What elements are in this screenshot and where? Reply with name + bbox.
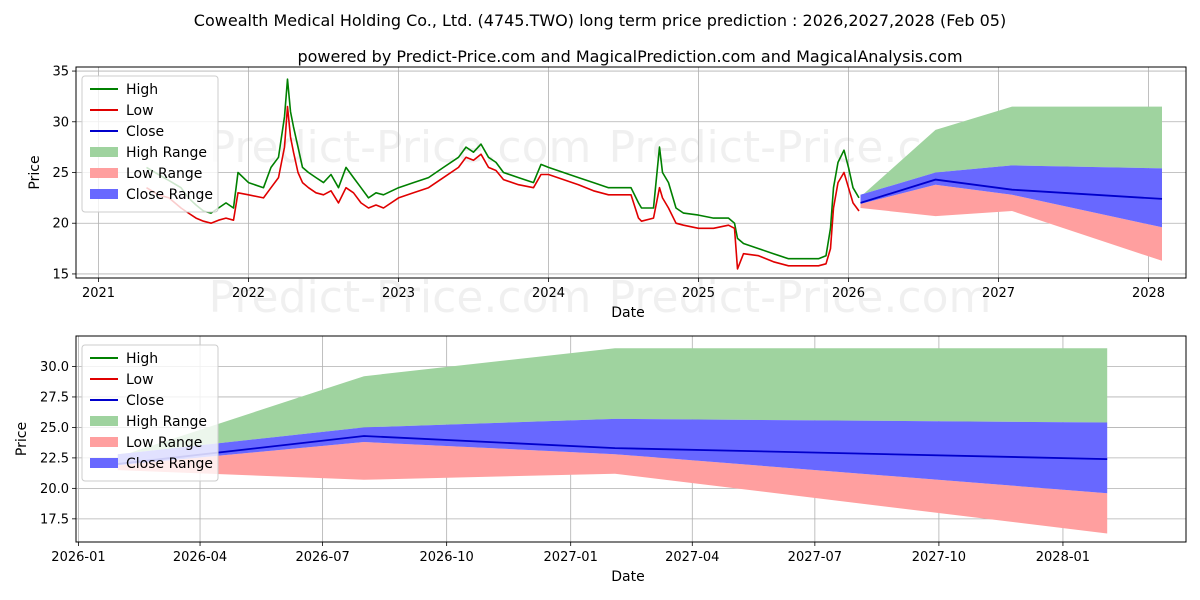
x-tick-label: 2027-04 xyxy=(665,550,719,565)
legend-label-close: Close xyxy=(126,124,164,140)
x-tick-label: 2028-01 xyxy=(1036,550,1090,565)
plot-frame xyxy=(75,335,1187,543)
y-axis-label: Price xyxy=(14,422,30,456)
y-tick-label: 25 xyxy=(52,166,69,181)
legend-label-high: High xyxy=(126,82,158,98)
x-tick-label: 2023 xyxy=(382,286,415,301)
y-tick-label: 22.5 xyxy=(40,451,69,466)
legend: High Low Close High Range Low Range Close Ran… xyxy=(81,344,219,482)
low-series-line xyxy=(146,105,860,270)
legend-label-low: Low xyxy=(126,372,154,388)
plot-frame xyxy=(75,66,1187,279)
y-tick-label: 20 xyxy=(52,217,69,232)
close-forecast-line xyxy=(117,435,1108,465)
top-chart-panel: Predict-Price.com Predict-Price.com Predic… xyxy=(27,65,1187,323)
y-tick-label: 35 xyxy=(52,65,69,80)
legend-swatch-high-range xyxy=(90,416,118,426)
x-tick-label: 2026-10 xyxy=(419,550,473,565)
x-tick-label: 2026 xyxy=(832,286,865,301)
close-range-band xyxy=(860,165,1162,228)
chart-title: Cowealth Medical Holding Co., Ltd. (4745… xyxy=(194,11,1006,30)
x-axis-label: Date xyxy=(611,305,644,321)
x-tick-label: 2025 xyxy=(682,286,715,301)
x-tick-label: 2027-01 xyxy=(544,550,598,565)
x-tick-label: 2021 xyxy=(82,286,115,301)
high-range-band xyxy=(860,106,1162,197)
legend-label-low-range: Low Range xyxy=(126,166,202,182)
y-tick-label: 20.0 xyxy=(40,482,69,497)
x-tick-label: 2026-01 xyxy=(51,550,105,565)
x-tick-label: 2026-07 xyxy=(295,550,349,565)
x-tick-label: 2027-10 xyxy=(912,550,966,565)
high-series-line xyxy=(146,78,860,260)
x-tick-label: 2027-07 xyxy=(788,550,842,565)
y-tick-label: 17.5 xyxy=(40,512,69,527)
bottom-chart-panel: Predict-Price.comPredict-Price.com2026-0… xyxy=(14,335,1187,585)
legend-label-close-range: Close Range xyxy=(126,187,213,203)
legend-swatch-close-range xyxy=(90,189,118,199)
x-tick-label: 2026-04 xyxy=(173,550,227,565)
close-range-band xyxy=(117,418,1108,494)
chart-subtitle: powered by Predict-Price.com and Magical… xyxy=(297,47,962,66)
watermark-text: Predict-Price.com xyxy=(209,122,592,173)
watermark-text: Predict-Price.com xyxy=(609,272,992,323)
x-tick-label: 2028 xyxy=(1132,286,1165,301)
legend-swatch-low-range xyxy=(90,168,118,178)
watermark-text: Predict-Price.com xyxy=(209,272,592,323)
legend-swatch-low-range xyxy=(90,437,118,447)
y-tick-label: 25.0 xyxy=(40,421,69,436)
y-axis-label: Price xyxy=(27,155,43,189)
legend: High Low Close High Range Low Range Close Ran… xyxy=(81,75,219,213)
high-range-band xyxy=(117,348,1108,457)
legend-label-high: High xyxy=(126,351,158,367)
legend-label-high-range: High Range xyxy=(126,414,207,430)
legend-label-low: Low xyxy=(126,103,154,119)
legend-swatch-high-range xyxy=(90,147,118,157)
legend-label-close-range: Close Range xyxy=(126,456,213,472)
legend-label-high-range: High Range xyxy=(126,145,207,161)
x-tick-label: 2024 xyxy=(532,286,565,301)
low-range-band xyxy=(860,184,1162,261)
close-forecast-line xyxy=(860,178,1163,204)
x-axis-label: Date xyxy=(611,569,644,585)
y-tick-label: 15 xyxy=(52,267,69,282)
plot-area xyxy=(146,78,1163,270)
x-tick-label: 2027 xyxy=(982,286,1015,301)
y-tick-label: 30 xyxy=(52,115,69,130)
legend-label-low-range: Low Range xyxy=(126,435,202,451)
legend-swatch-close-range xyxy=(90,458,118,468)
y-tick-label: 30.0 xyxy=(40,360,69,375)
plot-area xyxy=(117,348,1108,534)
low-range-band xyxy=(117,442,1108,534)
y-tick-label: 27.5 xyxy=(40,390,69,405)
legend-label-close: Close xyxy=(126,393,164,409)
x-tick-label: 2022 xyxy=(232,286,265,301)
